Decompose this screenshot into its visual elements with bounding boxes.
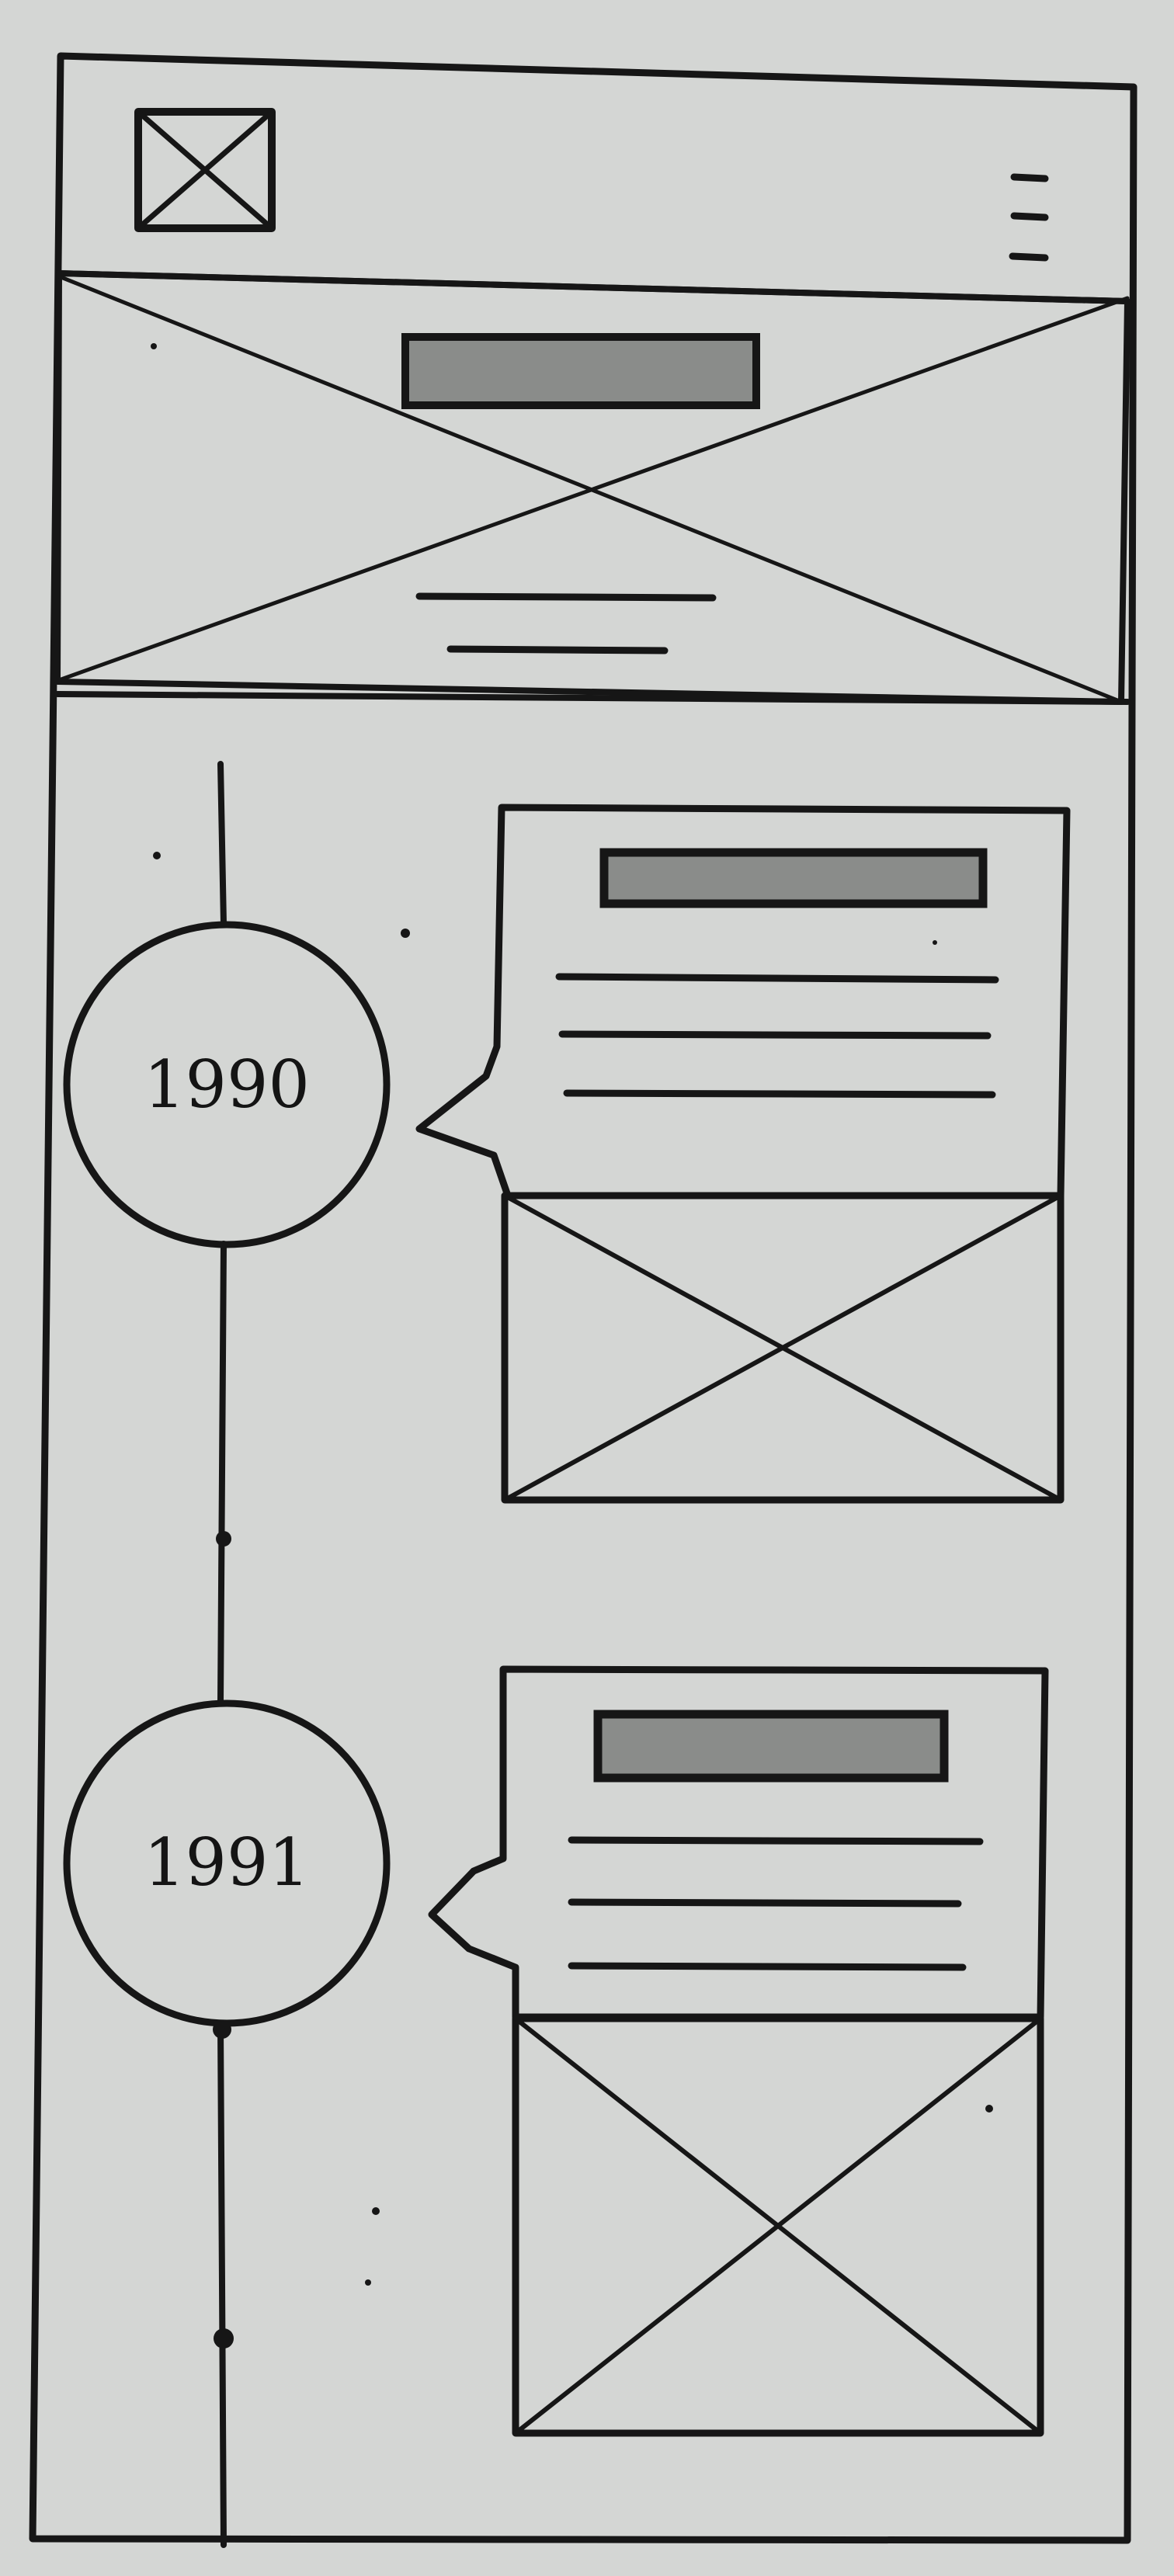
- card-text-lines: [555, 973, 999, 1099]
- timeline-card: [415, 804, 1071, 1504]
- card-image-placeholder: [512, 2015, 1044, 2437]
- card-title-placeholder: [599, 848, 988, 908]
- year-label: 1990: [144, 1047, 310, 1123]
- pencil-dots: [151, 343, 993, 2286]
- logo-image-placeholder[interactable]: [134, 108, 276, 232]
- header-bar: [56, 108, 1131, 304]
- year-marker-circle[interactable]: 1990: [63, 921, 391, 1248]
- timeline-item: 1990: [63, 804, 1071, 1504]
- card-image-placeholder: [501, 1192, 1065, 1504]
- timeline-item: 1991: [63, 1665, 1049, 2437]
- phone-frame: [29, 52, 1138, 2544]
- hamburger-menu-icon[interactable]: [1009, 173, 1049, 262]
- timeline-card: [428, 1665, 1049, 2437]
- card-title-placeholder: [593, 1710, 949, 1783]
- hero-title-placeholder: [401, 333, 760, 409]
- card-text-lines: [568, 1836, 984, 1971]
- year-label: 1991: [144, 1824, 310, 1901]
- year-marker-circle[interactable]: 1991: [63, 1699, 391, 2027]
- hero-text-lines: [415, 592, 717, 654]
- timeline-line: [213, 761, 234, 2548]
- section-divider: [54, 691, 1131, 705]
